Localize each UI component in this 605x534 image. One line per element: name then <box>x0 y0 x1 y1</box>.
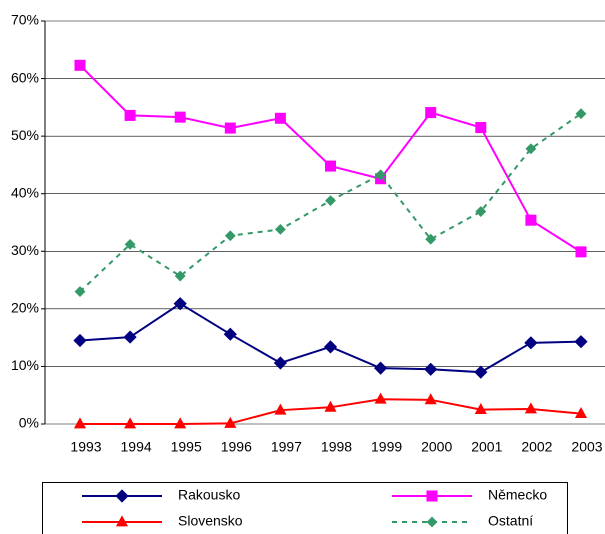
x-tick-label: 2001 <box>471 439 502 455</box>
x-tick-label: 2000 <box>421 439 452 455</box>
y-tick-label: 0% <box>19 415 39 431</box>
y-tick-label: 70% <box>11 12 39 28</box>
marker <box>224 416 237 428</box>
marker <box>474 403 487 415</box>
x-tick-label: 1998 <box>321 439 352 455</box>
marker <box>474 365 488 379</box>
x-tick-label: 1996 <box>221 439 252 455</box>
marker <box>524 402 537 414</box>
legend-label: Rakousko <box>178 487 240 503</box>
marker <box>475 122 487 134</box>
marker <box>424 362 438 376</box>
marker <box>124 417 137 429</box>
marker <box>325 195 336 207</box>
marker <box>73 333 87 348</box>
marker <box>274 112 286 124</box>
legend-marker <box>115 515 129 527</box>
y-tick-label: 30% <box>11 242 39 258</box>
marker <box>73 417 87 429</box>
marker <box>123 330 137 344</box>
marker <box>274 403 287 415</box>
marker <box>223 327 237 341</box>
x-tick-label: 1999 <box>371 439 402 455</box>
marker <box>575 108 587 120</box>
marker <box>324 400 337 412</box>
y-tick-label: 40% <box>11 184 39 200</box>
marker <box>574 335 588 349</box>
marker <box>124 109 136 121</box>
y-tick-label: 10% <box>11 357 39 373</box>
marker <box>524 336 538 350</box>
x-tick-label: 1995 <box>171 439 202 455</box>
marker <box>174 111 186 123</box>
marker <box>273 356 287 370</box>
legend-marker <box>426 490 438 502</box>
x-tick-label: 2003 <box>571 439 602 455</box>
marker <box>275 224 286 235</box>
x-tick-label: 1997 <box>271 439 302 455</box>
marker <box>74 59 86 71</box>
marker <box>424 393 437 405</box>
marker <box>325 160 336 172</box>
marker <box>575 246 587 258</box>
series-line <box>79 64 582 253</box>
marker <box>425 107 437 119</box>
marker <box>374 361 388 375</box>
x-tick-label: 1993 <box>70 439 101 455</box>
marker <box>375 169 386 181</box>
marker <box>475 206 487 217</box>
marker <box>425 233 437 245</box>
marker <box>525 214 537 226</box>
marker <box>374 392 387 404</box>
legend-label: Ostatní <box>488 513 533 529</box>
legend-label: Německo <box>488 487 547 503</box>
legend-label: Slovensko <box>178 513 243 529</box>
marker <box>574 407 588 419</box>
y-tick-label: 50% <box>11 127 39 143</box>
x-tick-label: 1994 <box>121 439 152 455</box>
marker <box>173 297 187 311</box>
marker <box>174 270 186 282</box>
legend-marker <box>115 489 129 503</box>
y-tick-label: 20% <box>11 300 39 316</box>
marker <box>525 143 537 155</box>
marker <box>323 340 338 354</box>
series-line <box>79 302 582 374</box>
legend-marker <box>426 516 438 528</box>
marker <box>174 417 187 429</box>
legend-box <box>42 482 568 534</box>
marker <box>124 238 136 250</box>
marker <box>74 286 86 297</box>
marker <box>224 230 236 242</box>
y-tick-label: 60% <box>11 69 39 85</box>
x-tick-label: 2002 <box>521 439 552 455</box>
marker <box>224 122 236 134</box>
